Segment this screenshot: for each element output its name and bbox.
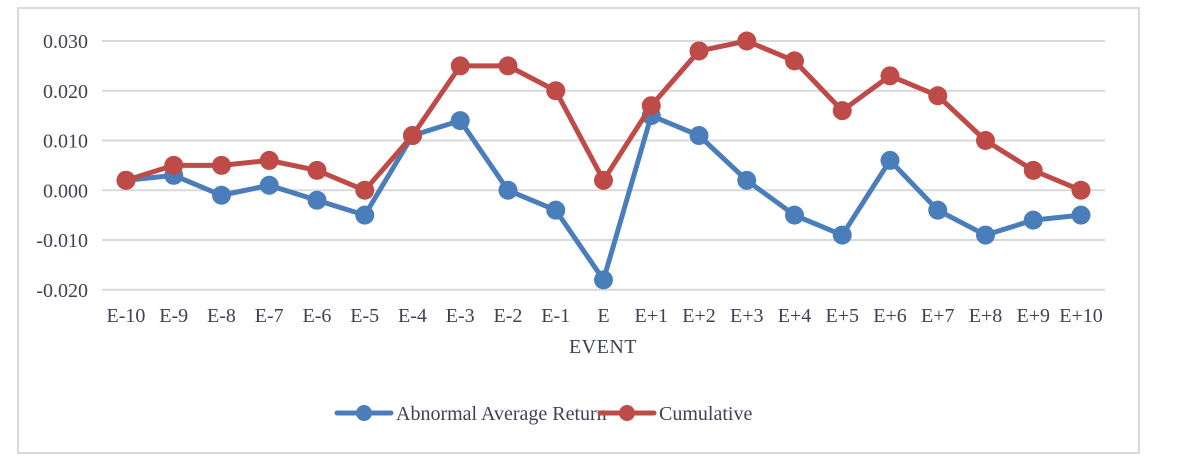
x-tick-label: E-8 xyxy=(207,305,236,327)
data-point-marker xyxy=(737,31,757,51)
series-cumulative xyxy=(116,31,1091,200)
legend-label-cumulative: Cumulative xyxy=(659,403,752,425)
x-tick-label: E+6 xyxy=(873,305,907,327)
data-point-marker xyxy=(1071,205,1091,225)
data-point-marker xyxy=(1023,210,1043,230)
x-tick-label: E-3 xyxy=(446,305,475,327)
x-tick-label: E-10 xyxy=(107,305,146,327)
x-tick-label: E-1 xyxy=(541,305,570,327)
data-point-marker xyxy=(689,41,709,61)
y-tick-label: 0.020 xyxy=(43,81,88,103)
data-point-marker xyxy=(641,96,661,116)
x-tick-label: E-6 xyxy=(303,305,332,327)
gridlines xyxy=(102,40,1105,291)
data-point-marker xyxy=(976,225,995,245)
data-point-marker xyxy=(1023,160,1043,180)
x-tick-label: E+3 xyxy=(730,305,764,327)
data-point-marker xyxy=(880,150,900,170)
data-point-marker xyxy=(355,180,375,200)
data-point-marker xyxy=(594,270,613,290)
data-point-marker xyxy=(259,175,279,195)
legend-marker-abnormal-average-return xyxy=(356,405,372,421)
data-point-marker xyxy=(928,86,948,106)
data-point-marker xyxy=(403,126,422,146)
y-tick-label: 0.010 xyxy=(43,131,88,153)
data-point-marker xyxy=(212,185,231,205)
data-point-marker xyxy=(880,66,900,86)
data-point-marker xyxy=(212,155,231,175)
data-point-marker xyxy=(546,81,566,101)
x-tick-label: E+7 xyxy=(921,305,955,327)
y-tick-label: 0.030 xyxy=(43,31,88,53)
data-point-marker xyxy=(259,150,279,170)
data-point-marker xyxy=(546,200,566,220)
data-point-marker xyxy=(832,225,852,245)
x-tick-label: E-5 xyxy=(350,305,379,327)
data-point-marker xyxy=(1071,180,1091,200)
data-point-marker xyxy=(498,56,518,76)
data-point-marker xyxy=(785,51,804,71)
legend-label-abnormal-average-return: Abnormal Average Return xyxy=(396,403,607,425)
data-point-marker xyxy=(498,180,518,200)
x-tick-label: E xyxy=(597,305,609,327)
chart-frame xyxy=(17,7,1140,454)
legend: Abnormal Average Return Cumulative xyxy=(334,403,752,425)
series-abnormal-average-return xyxy=(116,106,1091,290)
x-axis-labels: E-10 E-9 E-8 E-7 E-6 E-5 E-4 E-3 E-2 E-1 E E+1 E+2 E+… xyxy=(107,305,1103,327)
data-point-marker xyxy=(355,205,375,225)
x-tick-label: E+8 xyxy=(969,305,1003,327)
x-tick-label: E-7 xyxy=(255,305,284,327)
x-tick-label: E-2 xyxy=(494,305,523,327)
x-tick-label: E-4 xyxy=(398,305,427,327)
y-tick-label: 0.000 xyxy=(43,180,88,202)
x-tick-label: E+10 xyxy=(1059,305,1103,327)
data-point-marker xyxy=(928,200,948,220)
x-tick-label: E+4 xyxy=(778,305,812,327)
data-point-marker xyxy=(785,205,804,225)
x-axis-title: EVENT xyxy=(569,336,637,358)
data-point-marker xyxy=(307,190,327,210)
legend-marker-cumulative xyxy=(619,405,635,421)
data-point-marker xyxy=(832,101,852,121)
x-tick-label: E-9 xyxy=(159,305,188,327)
x-tick-label: E+9 xyxy=(1017,305,1051,327)
data-point-marker xyxy=(116,170,136,190)
data-point-marker xyxy=(594,170,613,190)
y-tick-label: -0.010 xyxy=(36,230,88,252)
y-tick-label: -0.020 xyxy=(36,280,88,302)
x-tick-label: E+5 xyxy=(826,305,860,327)
data-point-marker xyxy=(450,56,470,76)
x-tick-label: E+2 xyxy=(682,305,716,327)
x-tick-label: E+1 xyxy=(635,305,669,327)
data-point-marker xyxy=(307,160,327,180)
data-point-marker xyxy=(976,131,995,151)
data-point-marker xyxy=(689,126,709,146)
data-point-marker xyxy=(164,155,184,175)
y-axis-labels: 0.030 0.020 0.010 0.000 -0.010 -0.020 xyxy=(36,31,88,302)
data-point-marker xyxy=(737,170,757,190)
data-point-marker xyxy=(450,111,470,131)
